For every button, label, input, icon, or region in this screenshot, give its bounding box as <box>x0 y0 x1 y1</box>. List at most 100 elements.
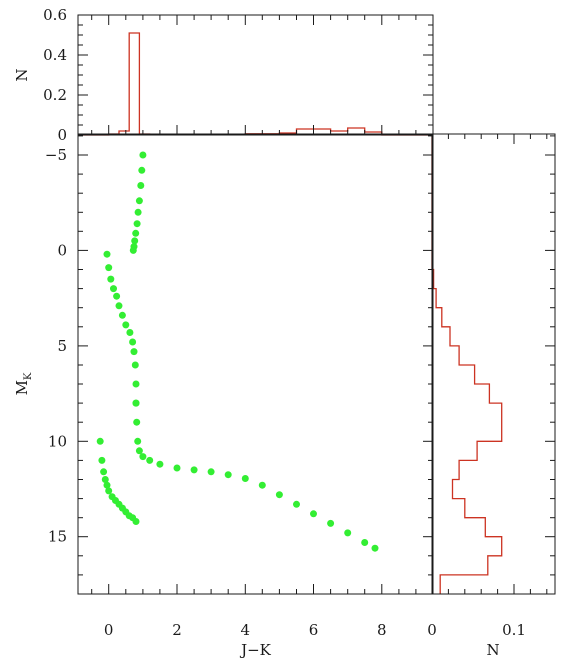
top-hist-step-line <box>78 32 433 136</box>
cmd-point <box>103 481 111 489</box>
top-hist-y-tick-label: 0.4 <box>43 46 67 64</box>
cmd-axis-ticks <box>78 135 434 595</box>
right-hist-bar <box>432 537 502 556</box>
right-hist-panel-frame <box>431 133 556 595</box>
cmd-point <box>105 264 113 272</box>
cmd-y-tick-label: 0 <box>57 241 67 259</box>
cmd-x-tick-label: 4 <box>241 621 251 639</box>
cmd-point <box>131 237 139 245</box>
right-hist-bar <box>432 403 502 422</box>
cmd-point <box>190 466 198 474</box>
cmd-point <box>224 471 232 479</box>
cmd-point <box>129 246 137 254</box>
cmd-point <box>132 518 140 525</box>
cmd-point <box>139 453 147 461</box>
cmd-point <box>96 437 104 445</box>
right-hist-x-axis-title: N <box>486 641 499 659</box>
right-hist-bar <box>432 556 488 575</box>
cmd-point <box>371 544 379 552</box>
top-hist-y-tick-label: 0.6 <box>43 6 67 24</box>
cmd-point <box>258 481 266 489</box>
cmd-point <box>146 456 154 464</box>
cmd-y-axis-title-group: MK <box>13 372 34 395</box>
cmd-panel-frame <box>77 133 434 595</box>
cmd-point <box>135 197 143 205</box>
cmd-point <box>100 468 108 476</box>
cmd-point <box>207 468 215 476</box>
cmd-point <box>310 510 317 518</box>
cmd-point <box>293 500 300 508</box>
top-hist-y-axis-title-group: N <box>13 68 31 81</box>
cmd-x-tick-label: 0 <box>104 621 114 639</box>
right-histogram-bars <box>431 134 503 594</box>
cmd-point <box>361 539 369 546</box>
right-hist-bar <box>432 480 453 499</box>
cmd-point <box>137 182 145 189</box>
top-histogram-bars <box>78 32 433 136</box>
right-hist-bar <box>432 365 475 384</box>
cmd-y-tick-label: 5 <box>57 337 67 355</box>
cmd-point <box>126 329 134 336</box>
cmd-point <box>129 338 137 346</box>
right-hist-bar <box>432 441 477 460</box>
cmd-point <box>344 529 352 537</box>
cmd-point <box>101 476 109 483</box>
cmd-point <box>130 348 138 356</box>
cmd-point <box>105 487 113 495</box>
right-hist-bar <box>432 499 465 518</box>
right-hist-bar <box>432 346 459 365</box>
cmd-y-axis-title: MK <box>13 372 34 395</box>
cmd-x-tick-labels: 0 2 4 6 8 <box>104 621 387 639</box>
cmd-point <box>113 292 121 300</box>
cmd-scatter-points <box>96 151 379 552</box>
top-hist-y-axis-title: N <box>13 68 31 81</box>
cmd-point <box>107 275 115 283</box>
top-hist-y-tick-label: 0.2 <box>43 86 67 104</box>
right-hist-x-tick-label: 0.1 <box>502 621 526 639</box>
cmd-y-tick-labels: −5 0 5 10 15 <box>45 146 67 546</box>
cmd-point <box>156 460 164 468</box>
right-hist-step-line <box>431 134 503 594</box>
right-hist-bar <box>432 327 450 346</box>
cmd-point <box>133 220 141 228</box>
cmd-point <box>327 519 335 527</box>
cmd-point <box>103 250 111 258</box>
cmd-x-tick-label: 2 <box>172 621 182 639</box>
cmd-point <box>139 151 147 159</box>
cmd-point <box>132 399 140 407</box>
right-hist-axis-ticks <box>431 134 555 595</box>
cmd-point <box>275 491 283 499</box>
top-hist-bar <box>129 33 139 135</box>
right-hist-x-tick-labels: 0 0.1 <box>427 621 526 639</box>
top-hist-y-tick-label: 0 <box>57 126 67 144</box>
cmd-x-tick-label: 6 <box>309 621 319 639</box>
cmd-point <box>118 311 126 319</box>
cmd-point <box>110 285 117 293</box>
cmd-point <box>122 321 130 329</box>
cmd-point <box>135 447 143 455</box>
cmd-point <box>241 475 249 482</box>
cmd-point <box>132 380 140 388</box>
top-hist-y-tick-labels: 0 0.2 0.4 0.6 <box>43 6 67 144</box>
right-hist-bar <box>432 460 459 479</box>
right-hist-bar <box>432 422 502 441</box>
top-hist-axis-ticks <box>78 14 434 136</box>
right-hist-bar <box>432 384 489 403</box>
cmd-y-tick-label: 10 <box>48 432 67 450</box>
cmd-point <box>133 418 141 426</box>
cmd-point <box>132 229 140 237</box>
cmd-point <box>131 361 139 369</box>
right-hist-bar <box>432 518 485 537</box>
cmd-x-tick-label: 8 <box>377 621 387 639</box>
cmd-x-axis-title: J−K <box>239 641 272 659</box>
cmd-point <box>98 456 106 464</box>
cmd-y-tick-label: 15 <box>48 528 67 546</box>
cmd-point <box>134 437 142 445</box>
cmd-point <box>138 166 146 174</box>
cmd-point <box>134 208 142 216</box>
cmd-y-axis-title-main: M <box>13 380 31 395</box>
cmd-y-tick-label: −5 <box>45 146 67 164</box>
right-hist-x-tick-label: 0 <box>427 621 437 639</box>
